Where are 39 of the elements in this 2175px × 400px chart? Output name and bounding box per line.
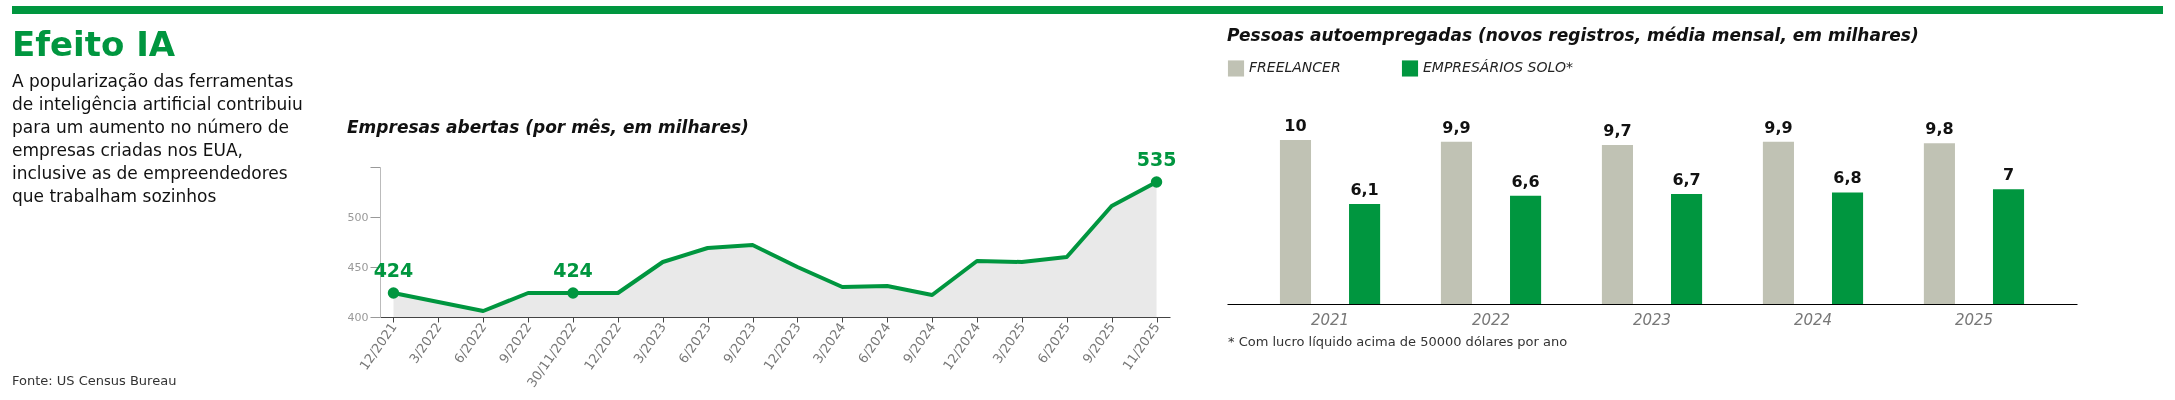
- bar: [1601, 144, 1633, 304]
- text: * Com lucro líquido acima de 50000 dólares por ano: [1228, 334, 1569, 349]
- x-tick-label: 2021: [1310, 310, 1350, 329]
- bar: [1671, 194, 1703, 304]
- legend-label: FREELANCER: [1249, 59, 1341, 76]
- text: Efeito IA: [12, 24, 177, 64]
- x-tick-label: 2024: [1793, 310, 1833, 329]
- bar: [1510, 195, 1542, 304]
- data-label: 6,1: [1350, 179, 1379, 199]
- x-tick-label: 2022: [1471, 310, 1511, 329]
- x-tick-label: 2023: [1632, 310, 1672, 329]
- x-tick-label: 2025: [1954, 310, 1994, 329]
- data-label: 9,7: [1603, 120, 1632, 140]
- data-label: 6,8: [1833, 168, 1862, 188]
- text: A popularização das ferramentas de inteligência artificial contribuiu para um aumento no número de empresas criadas nos EUA, inclusive as de empreendedores que trabalham sozinhos: [12, 70, 304, 208]
- data-label: 6,7: [1672, 170, 1701, 190]
- y-tick-label: 400: [347, 310, 369, 324]
- data-label: 535: [1136, 148, 1177, 170]
- bar: [1831, 192, 1864, 304]
- data-label: 6,6: [1511, 171, 1540, 191]
- chart-title: Empresas abertas (por mês, em milhares): [347, 117, 749, 137]
- legend-label: EMPRESÁRIOS SOLO*: [1423, 59, 1573, 76]
- y-tick-label: 450: [347, 260, 369, 274]
- data-label: 7: [2002, 165, 2015, 185]
- bar: [1349, 203, 1381, 304]
- bar: [1923, 143, 1955, 304]
- y-tick-label: 500: [347, 210, 369, 224]
- data-label: 424: [373, 259, 414, 281]
- bar: [1279, 140, 1312, 304]
- data-label: 9,8: [1925, 119, 1954, 139]
- chart-title: Pessoas autoempregadas (novos registros, média mensal, em milhares): [1227, 25, 1919, 45]
- source-note: Fonte: US Census Bureau: [12, 373, 177, 388]
- bar: [1762, 141, 1794, 304]
- data-label: 424: [553, 259, 593, 281]
- bar: [1440, 141, 1473, 304]
- data-label: 9,9: [1442, 117, 1471, 137]
- bar: [1992, 189, 2025, 304]
- data-label: 9,9: [1764, 117, 1793, 137]
- data-label: 10: [1284, 116, 1307, 135]
